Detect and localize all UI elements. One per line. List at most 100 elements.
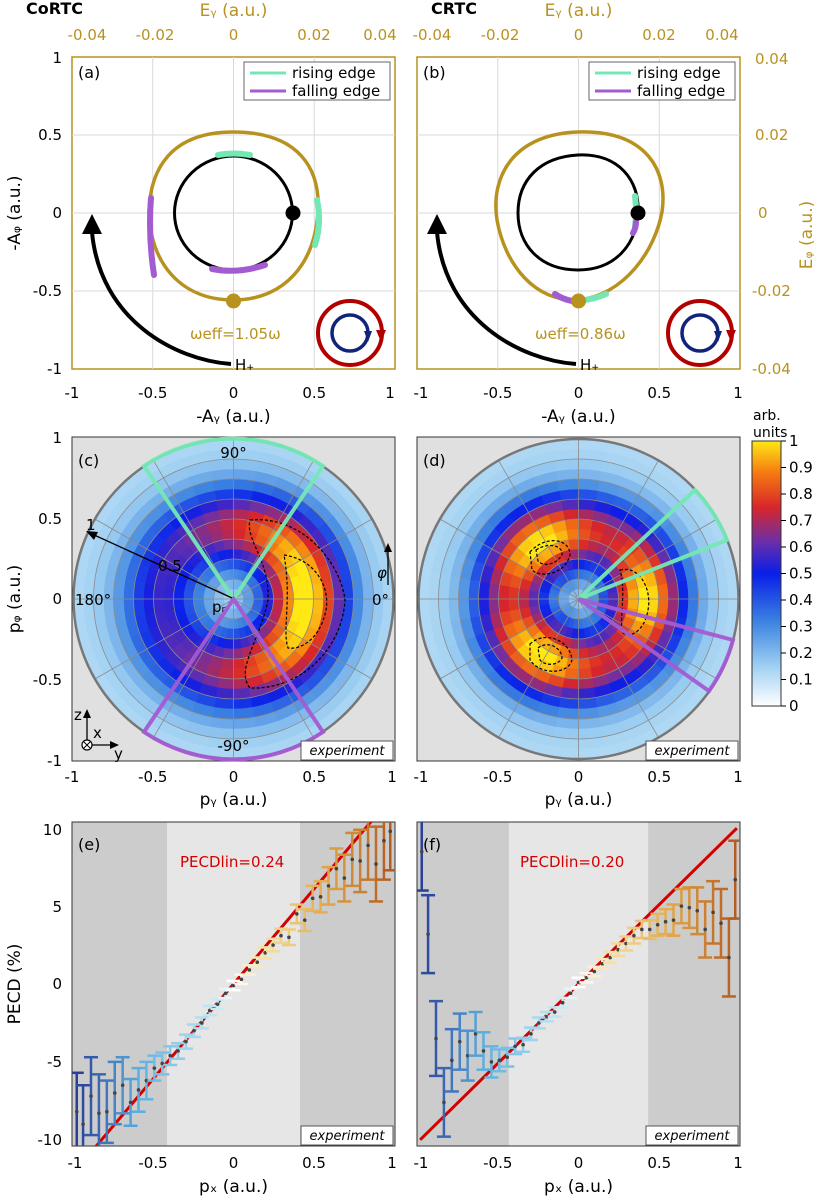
heatmap-cell (578, 518, 593, 531)
panel-b-title: CRTC (431, 0, 477, 18)
heatmap-cell (302, 584, 314, 600)
data-point (176, 1049, 180, 1053)
data-point (81, 1122, 85, 1126)
panel-e-ytick: -5 (47, 1053, 62, 1071)
panel-a-ytick: 1 (52, 49, 62, 67)
panel-c-xticks: -1 -0.5 0 0.5 1 (65, 768, 397, 786)
panel-c-axis-x: x (93, 724, 102, 742)
panel-f-shaded-regions (417, 822, 740, 1146)
data-point (727, 955, 731, 960)
heatmap-cell (569, 638, 579, 650)
panel-a-top-tick: 0.02 (297, 26, 330, 44)
shaded-region (417, 822, 509, 1146)
panel-f-xtick: -0.5 (483, 1154, 512, 1172)
data-point (608, 955, 612, 960)
panel-a-A-marker (285, 205, 301, 221)
data-point (310, 896, 315, 901)
panel-c-tag: (c) (78, 451, 99, 470)
data-point (231, 983, 236, 988)
heatmap-cell (233, 478, 255, 491)
data-point (366, 843, 370, 848)
heatmap-cell (578, 657, 591, 670)
heatmap-cell (224, 638, 234, 650)
panel-d-rising-sector (577, 487, 730, 601)
panel-d-outer-ring (417, 437, 740, 761)
shaded-region (72, 822, 167, 1146)
panel-a-top-ticks: -0.04 -0.02 0 0.02 0.04 (68, 26, 397, 44)
polar-spoke (233, 518, 373, 600)
panel-d-xtick: 0.5 (647, 768, 671, 786)
panel-b-top-tick: 0 (574, 26, 584, 44)
data-point (97, 1111, 101, 1116)
panel-e-xtick: 0.5 (302, 1154, 326, 1172)
heatmap-cell (292, 598, 304, 612)
panel-a-xtick: 1 (385, 384, 395, 402)
heatmap-cell (341, 577, 354, 600)
data-point (545, 1014, 549, 1019)
heatmap-cell (627, 598, 639, 610)
data-point (302, 918, 307, 922)
panel-c-radius-arrow: 1 0.5 pᵣ (86, 516, 233, 616)
panel-c-spokes (73, 439, 394, 759)
heatmap-cell (657, 598, 669, 615)
heatmap-cell (233, 528, 246, 541)
heatmap-cell (488, 598, 500, 615)
panel-f-xtick: -1 (414, 1154, 429, 1172)
panel-c-angle-0: 0° (372, 591, 389, 609)
panel-f-xlabel: pₓ (a.u.) (544, 1177, 613, 1197)
panel-a-curves (82, 130, 323, 366)
panel-e: (e) PECDlin=0.24 experiment 10 5 0 -5 -1… (5, 821, 397, 1197)
heatmap-cell (113, 598, 126, 621)
panel-c-axis-y: y (114, 745, 123, 763)
panel-a-ytick: 0 (52, 204, 62, 222)
data-point (655, 923, 660, 927)
data-point (358, 859, 362, 863)
heatmap-cell (312, 598, 324, 615)
data-point (473, 1032, 478, 1036)
heatmap-cell (233, 498, 252, 511)
data-point (647, 927, 652, 932)
heatmap-cell (647, 584, 659, 600)
heatmap-cell (686, 577, 699, 600)
heatmap-cell (233, 508, 250, 521)
heatmap-cell (647, 598, 659, 614)
panel-a-xtick: 0 (229, 384, 239, 402)
panel-a-top-tick: 0.04 (363, 26, 396, 44)
panel-a-legend: rising edge falling edge (243, 61, 391, 101)
data-point (152, 1066, 157, 1070)
panel-a-ytick: -0.5 (33, 282, 62, 300)
panel-a-xticks: -1 -0.5 0 0.5 1 (65, 384, 395, 402)
colorbar-title-line2: units (753, 425, 787, 441)
panel-d-experiment-label: experiment (655, 744, 731, 759)
data-point (552, 1010, 557, 1014)
heatmap-cell (578, 528, 591, 541)
panel-c-r05: 0.5 (158, 557, 182, 575)
panel-c-axis-z: z (74, 706, 82, 724)
data-point (342, 876, 347, 880)
panel-c-ytick: 1 (52, 429, 62, 447)
panel-b-xlabel: -Aᵧ (a.u.) (541, 407, 615, 427)
heatmap-cell (578, 498, 597, 511)
colorbar-tick-label: 0.5 (789, 565, 813, 583)
panel-a-top-tick: 0 (229, 26, 239, 44)
heatmap-cell (221, 657, 234, 670)
panel-b-tag: (b) (423, 63, 446, 82)
heatmap-cell (233, 518, 248, 531)
heatmap-cell (637, 598, 649, 612)
heatmap-cell (560, 687, 579, 700)
heatmap-cell (617, 598, 629, 608)
panel-d-experiment-box: experiment (645, 740, 739, 761)
panel-b-rising-segment (582, 291, 609, 303)
legend-falling-label: falling edge (637, 82, 725, 100)
panel-b-falling-segment (630, 219, 639, 236)
panel-b-top-tick: -0.04 (413, 26, 452, 44)
panel-f-tag: (f) (423, 835, 441, 854)
panel-e-frame (71, 821, 396, 1147)
data-point (128, 1100, 133, 1105)
heatmap-cell (217, 677, 234, 690)
data-point (733, 877, 738, 882)
panel-a-yticks: 1 0.5 0 -0.5 -1 (33, 49, 62, 378)
panel-b-curves (427, 130, 665, 366)
data-point (136, 1088, 141, 1092)
data-point (144, 1078, 149, 1083)
